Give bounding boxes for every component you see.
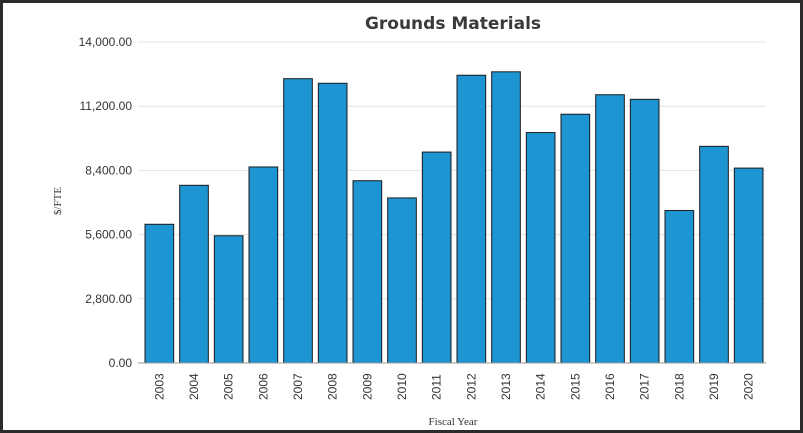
bar-2016 <box>595 94 625 364</box>
x-tick-label-2005: 2005 <box>222 373 236 400</box>
bars <box>144 71 764 364</box>
x-axis-label: Fiscal Year <box>429 416 478 428</box>
y-axis-label: $/FTE <box>52 187 64 215</box>
y-tick-label: 8,400.00 <box>85 163 132 177</box>
y-tick-label: 11,200.00 <box>80 99 133 113</box>
x-tick-label-2019: 2019 <box>707 373 721 400</box>
y-axis-ticks: 0.00 2,800.00 5,600.00 8,400.00 11,200.00 14,… <box>79 35 133 370</box>
bar-2011 <box>421 151 452 364</box>
bar-2006 <box>248 166 279 364</box>
x-tick-label-2004: 2004 <box>187 373 201 400</box>
x-tick-label-2009: 2009 <box>360 373 374 400</box>
bar-2003 <box>144 223 175 364</box>
bar-2010 <box>387 197 417 364</box>
x-tick-label-2012: 2012 <box>464 373 478 400</box>
bar-2019 <box>699 145 729 364</box>
bar-2008 <box>317 82 348 364</box>
bar-2015 <box>560 113 591 364</box>
x-tick-label-2013: 2013 <box>499 373 513 400</box>
x-tick-label-2018: 2018 <box>672 373 686 400</box>
y-tick-label: 2,800.00 <box>85 292 132 306</box>
x-tick-label-2006: 2006 <box>256 373 270 400</box>
bar-2017 <box>629 98 660 364</box>
bar-2020 <box>733 167 764 364</box>
y-tick-label: 14,000.00 <box>79 35 133 49</box>
x-tick-label-2014: 2014 <box>534 373 548 400</box>
x-tick-label-2010: 2010 <box>395 373 409 400</box>
bar-2018 <box>664 210 695 364</box>
x-tick-label-2003: 2003 <box>152 373 166 400</box>
bar-2004 <box>179 184 209 364</box>
x-tick-label-2020: 2020 <box>742 373 756 400</box>
x-tick-label-2017: 2017 <box>638 373 652 400</box>
y-tick-label: 5,600.00 <box>85 228 132 242</box>
x-axis-ticks: 2003 2004 2005 2006 2007 2008 2009 2010 2011 2012… <box>152 373 755 400</box>
x-tick-label-2011: 2011 <box>430 374 444 400</box>
x-tick-label-2015: 2015 <box>568 373 582 400</box>
bar-2009 <box>352 180 383 364</box>
bar-2014 <box>525 132 556 364</box>
x-tick-label-2008: 2008 <box>326 373 340 400</box>
bar-2012 <box>456 74 487 364</box>
x-tick-label-2016: 2016 <box>603 373 617 400</box>
y-tick-label: 0.00 <box>109 356 133 370</box>
chart-title: Grounds Materials <box>365 14 541 34</box>
bar-2013 <box>491 71 521 364</box>
x-tick-label-2007: 2007 <box>291 373 305 400</box>
bar-2005 <box>213 235 244 364</box>
bar-2007 <box>283 78 313 364</box>
